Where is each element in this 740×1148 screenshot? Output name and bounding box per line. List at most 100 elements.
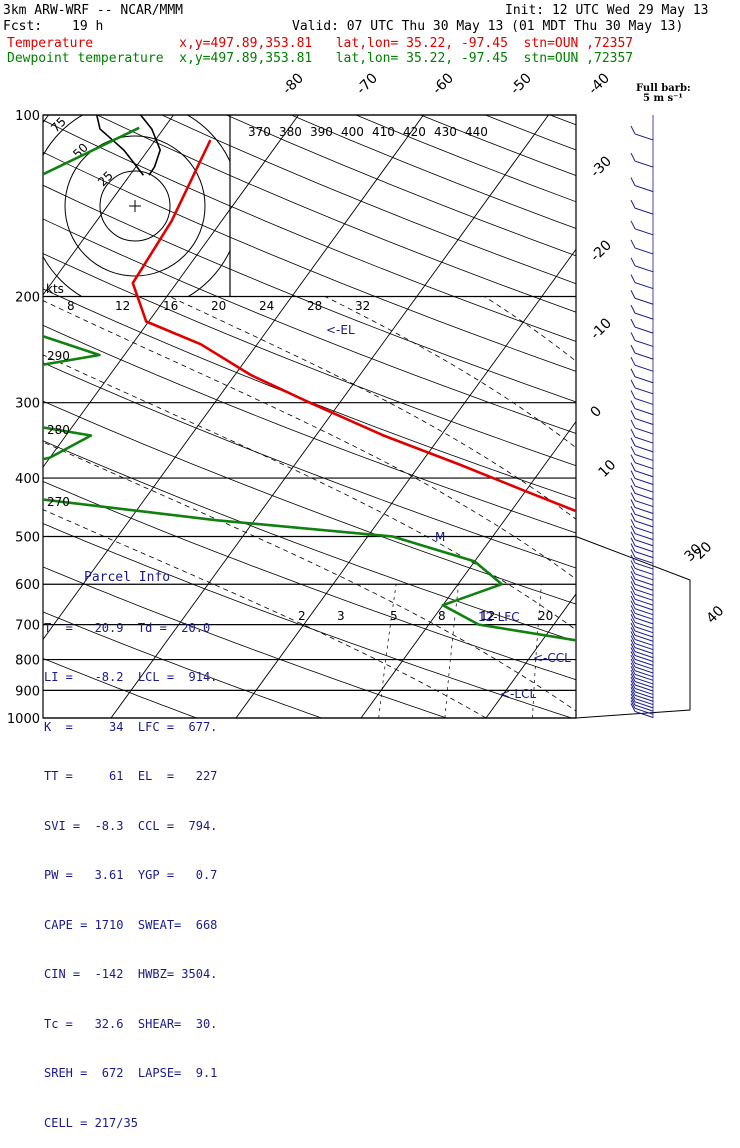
theta-label: 290 (47, 349, 70, 363)
isotherm-label: -30 (588, 153, 615, 180)
wind-barb-flag (631, 471, 635, 479)
sounding-annotation: M (435, 530, 445, 544)
wind-axis-label: 40 (704, 603, 728, 627)
wind-barb (635, 327, 653, 333)
wind-barb (635, 681, 653, 687)
wind-barb (635, 508, 653, 514)
wind-barb (635, 702, 653, 708)
sounding-annotation: <-EL (326, 323, 355, 337)
wind-barb (635, 298, 653, 304)
parcel-row: SREH = 672 LAPSE= 9.1 (44, 1065, 240, 1082)
mixing-ratio-label: 3 (337, 609, 345, 623)
pressure-tick-label: 200 (15, 291, 40, 306)
isotherm-label: -60 (430, 70, 457, 97)
wind-barb (635, 377, 653, 383)
mixing-ratio-label: 5 (390, 609, 398, 623)
isotherm-line (236, 115, 673, 718)
isotherm-line (361, 115, 740, 718)
wind-barb (635, 229, 653, 235)
wind-barb-flag (631, 614, 635, 622)
wind-barb-flag (631, 126, 635, 134)
wind-barb-flag (631, 369, 635, 377)
parcel-row: TT = 61 EL = 227 (44, 768, 240, 785)
hodograph-speed-axis-label: kts (46, 282, 64, 296)
wind-barb (635, 568, 653, 574)
sounding-annotation: 12-LFC (478, 610, 520, 624)
theta-label: 280 (47, 423, 70, 437)
wind-barb-flag (631, 420, 635, 428)
theta-label: 420 (403, 125, 426, 139)
parcel-row: T = 20.9 Td = 20.0 (44, 620, 240, 637)
dry-adiabat-line (356, 115, 740, 718)
pressure-tick-label: 500 (15, 530, 40, 545)
pressure-tick-label: 900 (15, 684, 40, 699)
mixing-ratio-label: 8 (438, 609, 446, 623)
hodograph-speed-tick: 8 (67, 299, 75, 313)
hodograph-speed-tick: 12 (115, 299, 130, 313)
mixing-ratio-label: 2 (298, 609, 306, 623)
isotherm-label: -10 (588, 315, 615, 342)
wind-barb (635, 134, 653, 140)
theta-label: 380 (279, 125, 302, 139)
wind-barb (635, 428, 653, 434)
wind-barb (635, 340, 653, 346)
parcel-info-panel: Parcel Info T = 20.9 Td = 20.0 LI = -8.2… (44, 537, 240, 737)
wind-barb (635, 398, 653, 404)
wind-barb (635, 574, 653, 580)
wind-barb-flag (631, 455, 635, 463)
wind-barb (635, 388, 653, 394)
wind-barb (635, 446, 653, 452)
moist-adiabat-line (484, 297, 740, 719)
wind-barb (635, 493, 653, 499)
wind-barb (635, 692, 653, 698)
hodograph-speed-tick: 28 (307, 299, 322, 313)
wind-barb (635, 313, 653, 319)
wind-barb (635, 584, 653, 590)
wind-barb (635, 695, 653, 701)
wind-barb (635, 501, 653, 507)
wind-barb-flag (631, 631, 635, 639)
parcel-row: LI = -8.2 LCL = 914. (44, 669, 240, 686)
wind-barb-flag (631, 390, 635, 398)
wind-barb (635, 527, 653, 533)
wind-barb-flag (631, 305, 635, 313)
dry-adiabat-line (485, 115, 740, 718)
wind-barb-flag (631, 380, 635, 388)
theta-label: 400 (341, 125, 364, 139)
wind-barb (635, 479, 653, 485)
isotherm-label: -50 (508, 70, 535, 97)
parcel-row: Tc = 32.6 SHEAR= 30. (44, 1016, 240, 1033)
dry-adiabat-line (291, 115, 740, 718)
theta-label: 430 (434, 125, 457, 139)
wind-barb (635, 486, 653, 492)
parcel-row: CELL = 217/35 (44, 1115, 240, 1132)
wind-barb-flag (631, 410, 635, 418)
theta-label: 390 (310, 125, 333, 139)
wind-barb-flag (631, 290, 635, 298)
pressure-tick-label: 400 (15, 472, 40, 487)
wind-barb-flag (631, 500, 635, 508)
isotherm-line (486, 115, 740, 718)
hodograph-ring-label: 50 (70, 140, 91, 161)
hodograph-ring-label: 25 (95, 168, 116, 189)
parcel-info-title: Parcel Info (44, 570, 240, 587)
wind-barb-flag (631, 345, 635, 353)
wind-barb (635, 678, 653, 684)
pressure-tick-label: 300 (15, 397, 40, 412)
wind-barb-flag (631, 401, 635, 409)
hodograph-ring-label: 75 (48, 114, 69, 135)
wind-barb (635, 589, 653, 595)
wind-barb (635, 353, 653, 359)
wind-barb (635, 699, 653, 705)
mixing-ratio-line (617, 584, 621, 718)
wind-barb (635, 418, 653, 424)
wind-barb-flag (631, 640, 635, 648)
theta-label: 370 (248, 125, 271, 139)
hodograph-speed-tick: 20 (211, 299, 226, 313)
wind-barb (635, 599, 653, 605)
wind-barb-flag (631, 644, 635, 652)
dry-adiabat-line (550, 115, 740, 718)
wind-barb-flag (631, 275, 635, 283)
hodograph-speed-tick: 32 (355, 299, 370, 313)
wind-barb (635, 454, 653, 460)
